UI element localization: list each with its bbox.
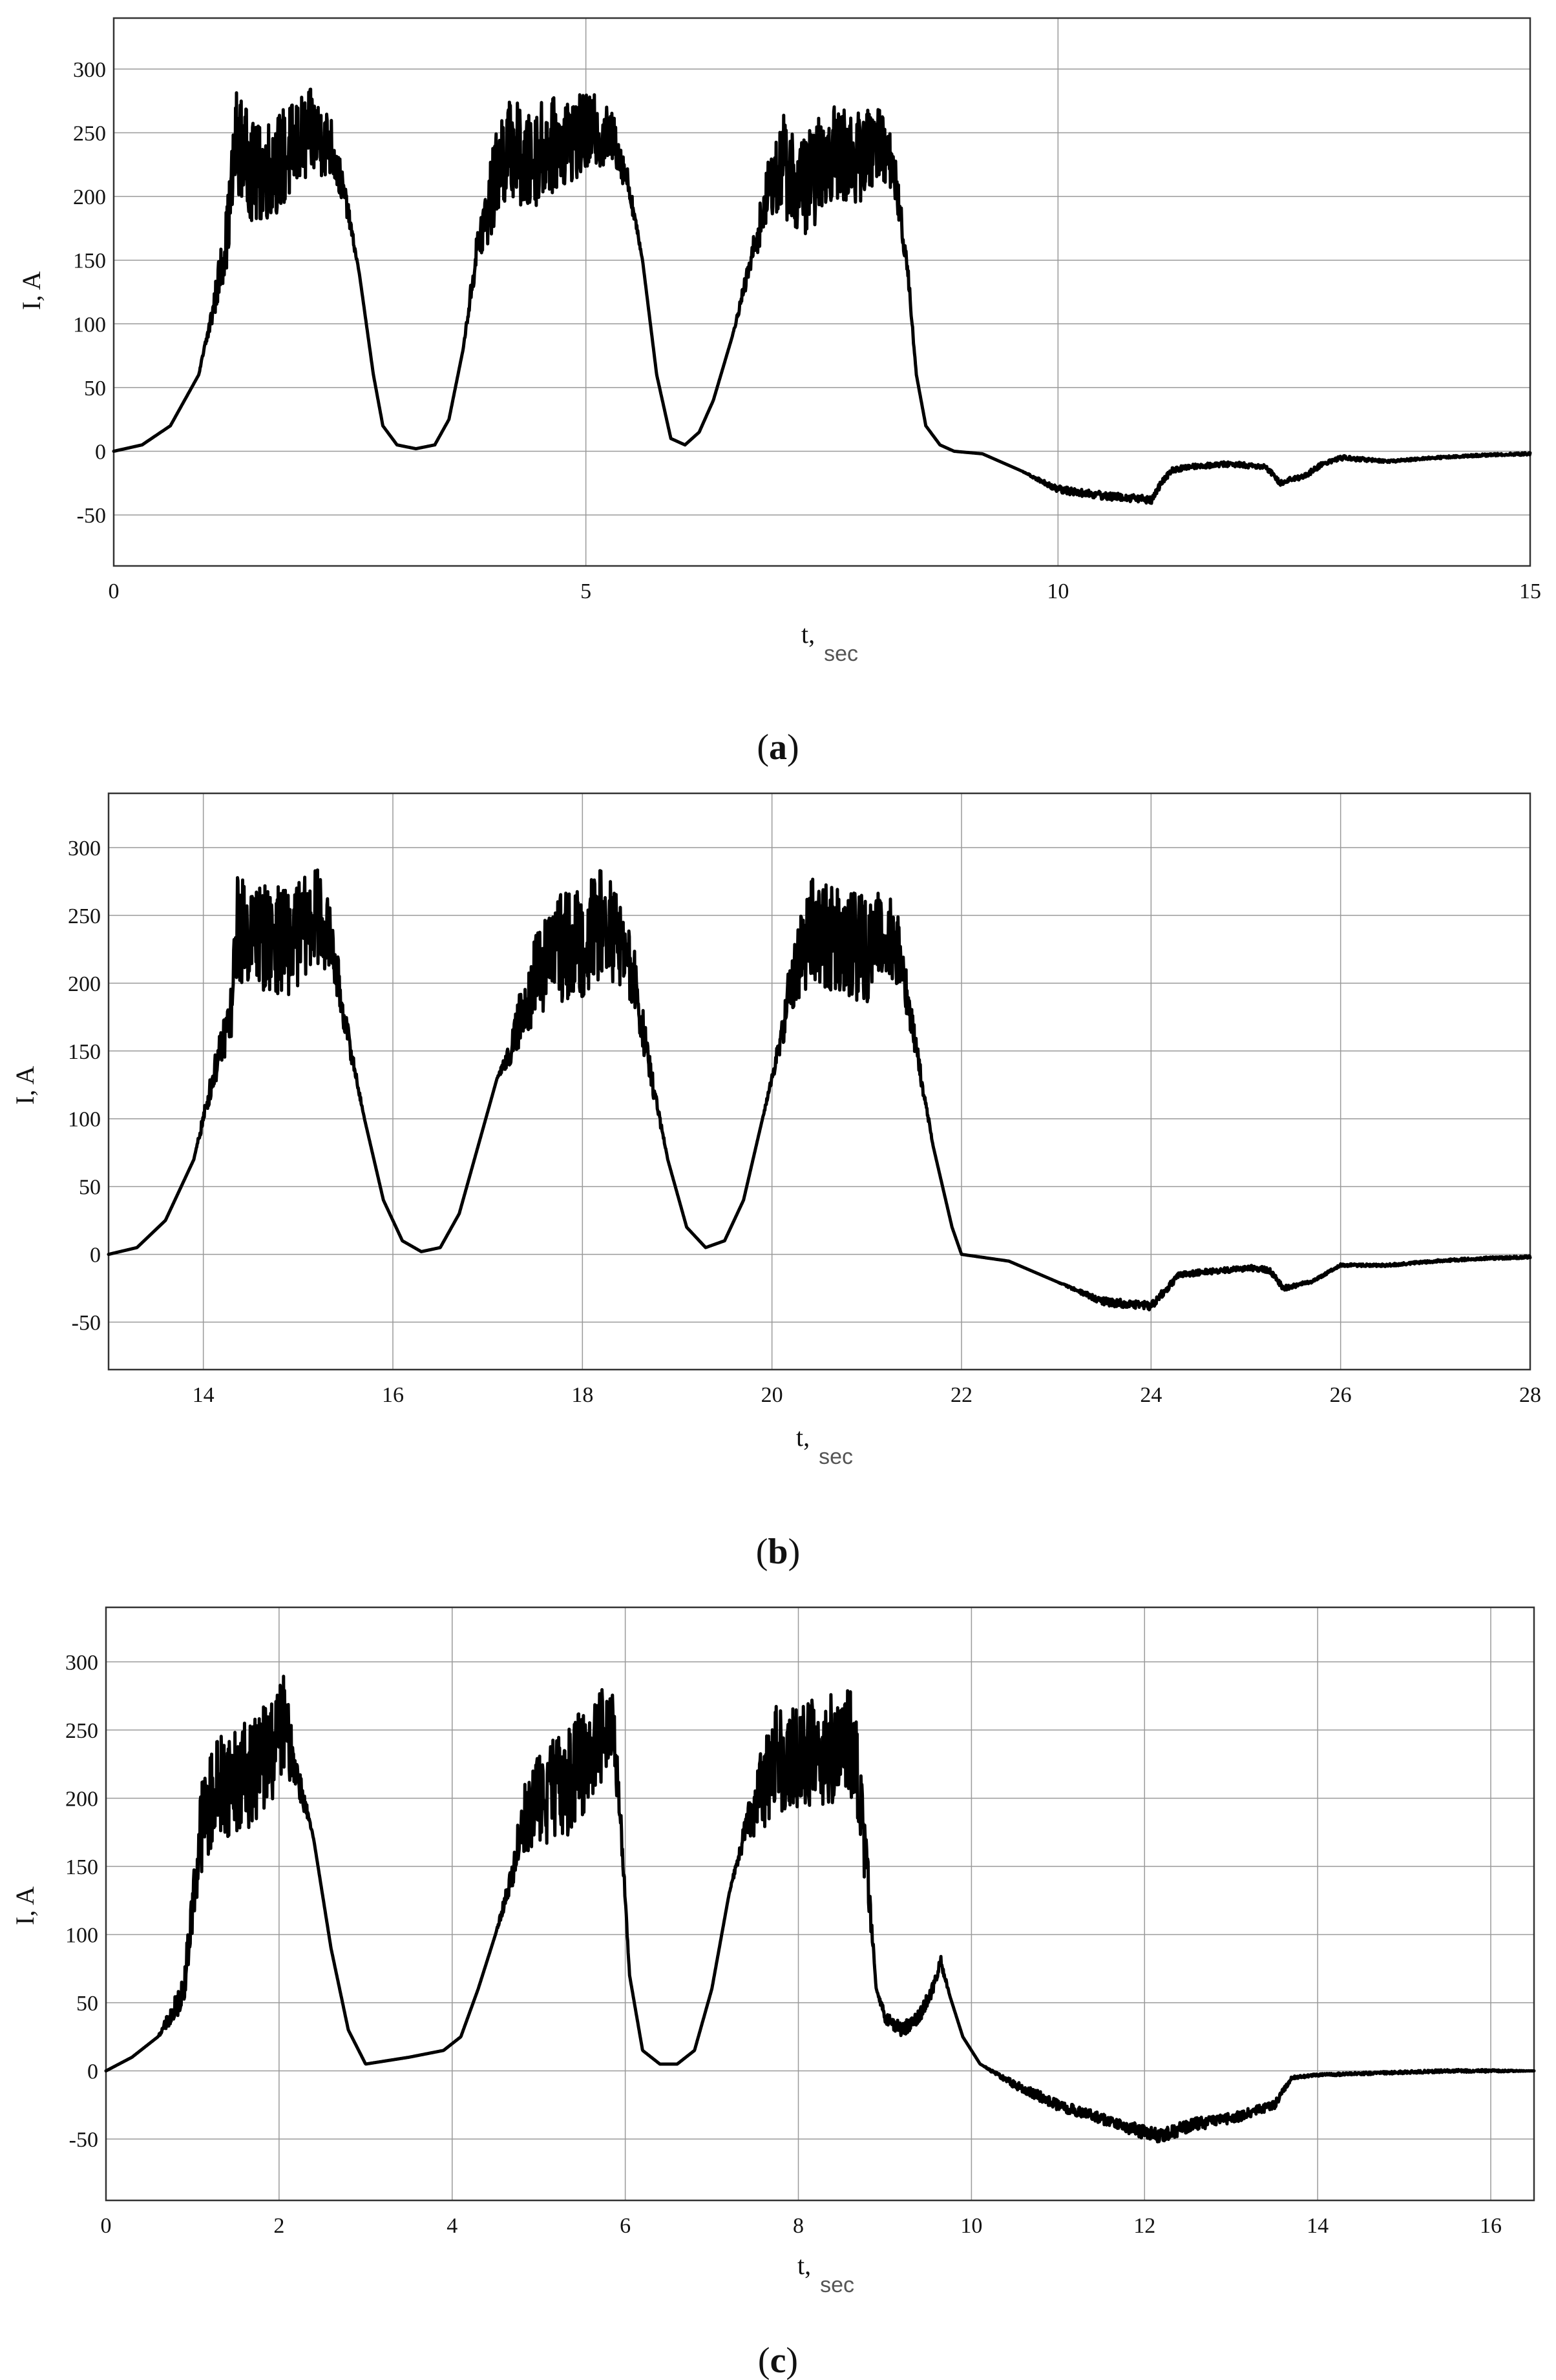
panel-b: -50 0 50 100 150 200 250 300 14 16 18 20 22 24 26 28 I…: [10, 792, 1541, 1572]
panel-b-x-tick-label: 20: [761, 1383, 783, 1407]
panel-c-y-tick-label: 150: [65, 1855, 98, 1879]
panel-a-y-tick-label: 100: [73, 313, 106, 337]
panel-c-x-tick-label: 10: [960, 2214, 982, 2238]
panel-c-x-tick-label: 16: [1480, 2214, 1502, 2238]
panel-c-current-series-line: [104, 1675, 1536, 2144]
panel-b-x-tick-label: 16: [382, 1383, 404, 1407]
panel-a-series: [112, 87, 1532, 505]
panel-b-x-tick-label: 18: [571, 1383, 593, 1407]
panel-c-y-tick-label: 50: [76, 1992, 98, 2016]
panel-b-x-axis-label-main: t,: [796, 1423, 810, 1452]
panel-b-y-tick-label: 100: [68, 1108, 101, 1132]
panel-b-series: [107, 868, 1532, 1311]
panel-b-x-tick-label: 26: [1330, 1383, 1352, 1407]
panel-c-x-tick-label: 8: [793, 2214, 804, 2238]
panel-c-y-tick-label: 250: [65, 1719, 98, 1743]
panel-c-x-tick-label: 4: [447, 2214, 457, 2238]
panel-a-caption-letter: a: [769, 727, 787, 767]
panel-b-y-tick-label: 50: [79, 1176, 101, 1200]
panel-c-y-tick-label: 0: [87, 2060, 98, 2084]
panel-b-grid: [109, 793, 1531, 1370]
panel-b-plot-frame: [107, 792, 1531, 1371]
panel-b-x-tick-label: 14: [193, 1383, 215, 1407]
panel-a-y-tick-label: 50: [84, 377, 106, 401]
panel-a-y-ticks: -50 0 50 100 150 200 250 300: [73, 58, 106, 528]
panel-c-x-tick-label: 14: [1307, 2214, 1329, 2238]
panel-c-plot-frame: [105, 1606, 1535, 2202]
panel-b-x-tick-label: 24: [1140, 1383, 1162, 1407]
panel-c-y-tick-label: 300: [65, 1651, 98, 1675]
panel-c-x-tick-label: 6: [620, 2214, 631, 2238]
panel-c-y-tick-label: 200: [65, 1787, 98, 1811]
panel-b-y-tick-label: 150: [68, 1040, 101, 1064]
panel-b-y-tick-label: 0: [90, 1244, 101, 1268]
panel-b-y-ticks: -50 0 50 100 150 200 250 300: [68, 837, 101, 1335]
panel-c-x-tick-label: 12: [1133, 2214, 1155, 2238]
panel-a-plot-frame: [112, 17, 1531, 567]
panel-b-x-ticks: 14 16 18 20 22 24 26 28: [193, 1383, 1541, 1407]
panel-c-series: [104, 1675, 1536, 2144]
panel-b-y-axis-label: I, A: [10, 1066, 39, 1105]
panel-c-caption: (c): [758, 2341, 798, 2380]
panel-c-y-tick-label: 100: [65, 1923, 98, 1947]
panel-b-x-tick-label: 28: [1519, 1383, 1541, 1407]
panel-c-x-axis-label-sub: sec: [820, 2273, 854, 2297]
panel-a-x-tick-label: 15: [1519, 579, 1541, 603]
panel-c: -50 0 50 100 150 200 250 300 0 2 4 6 8 10 12 14 16 I, A…: [10, 1606, 1536, 2380]
panel-b-y-tick-label: 250: [68, 904, 101, 928]
panel-a: -50 0 50 100 150 200 250 300 0 5 10 15 I, A t, sec…: [17, 17, 1542, 767]
panel-c-x-ticks: 0 2 4 6 8 10 12 14 16: [101, 2214, 1502, 2238]
panel-b-x-tick-label: 22: [951, 1383, 972, 1407]
panel-c-y-axis-label: I, A: [10, 1886, 39, 1925]
panel-a-y-tick-label: 300: [73, 58, 106, 82]
panel-a-y-axis-label: I, A: [17, 271, 46, 310]
panel-c-x-axis-label-main: t,: [797, 2251, 811, 2280]
panel-b-x-axis-label: t, sec: [796, 1423, 853, 1469]
panel-a-x-tick-label: 10: [1047, 579, 1069, 603]
panel-b-current-series-line: [107, 868, 1532, 1311]
panel-a-x-tick-label: 0: [109, 579, 120, 603]
panel-a-x-axis-label: t, sec: [801, 620, 858, 666]
panel-c-x-axis-label: t, sec: [797, 2251, 854, 2297]
panel-c-y-ticks: -50 0 50 100 150 200 250 300: [65, 1651, 98, 2152]
panel-b-caption: (b): [756, 1532, 800, 1572]
panel-b-y-tick-label: 300: [68, 837, 101, 861]
panel-b-caption-letter: b: [768, 1532, 788, 1572]
panel-b-y-tick-label: 200: [68, 972, 101, 996]
panel-a-y-tick-label: 200: [73, 185, 106, 209]
panel-a-y-tick-label: 250: [73, 121, 106, 145]
panel-a-x-tick-label: 5: [580, 579, 591, 603]
panel-c-x-tick-label: 2: [273, 2214, 284, 2238]
panel-b-y-tick-label: -50: [72, 1311, 101, 1335]
panel-c-y-tick-label: -50: [69, 2128, 98, 2152]
panel-a-y-tick-label: 0: [95, 441, 106, 465]
panel-a-caption: (a): [757, 727, 799, 767]
panel-c-caption-letter: c: [770, 2341, 786, 2380]
panel-a-current-series-line: [112, 87, 1532, 505]
panel-c-x-tick-label: 0: [101, 2214, 112, 2238]
panel-a-x-ticks: 0 5 10 15: [109, 579, 1542, 603]
panel-a-x-axis-label-sub: sec: [824, 642, 858, 666]
panel-b-x-axis-label-sub: sec: [819, 1445, 853, 1469]
panel-a-y-tick-label: 150: [73, 249, 106, 273]
panel-a-y-tick-label: -50: [77, 504, 106, 528]
panel-a-x-axis-label-main: t,: [801, 620, 815, 649]
